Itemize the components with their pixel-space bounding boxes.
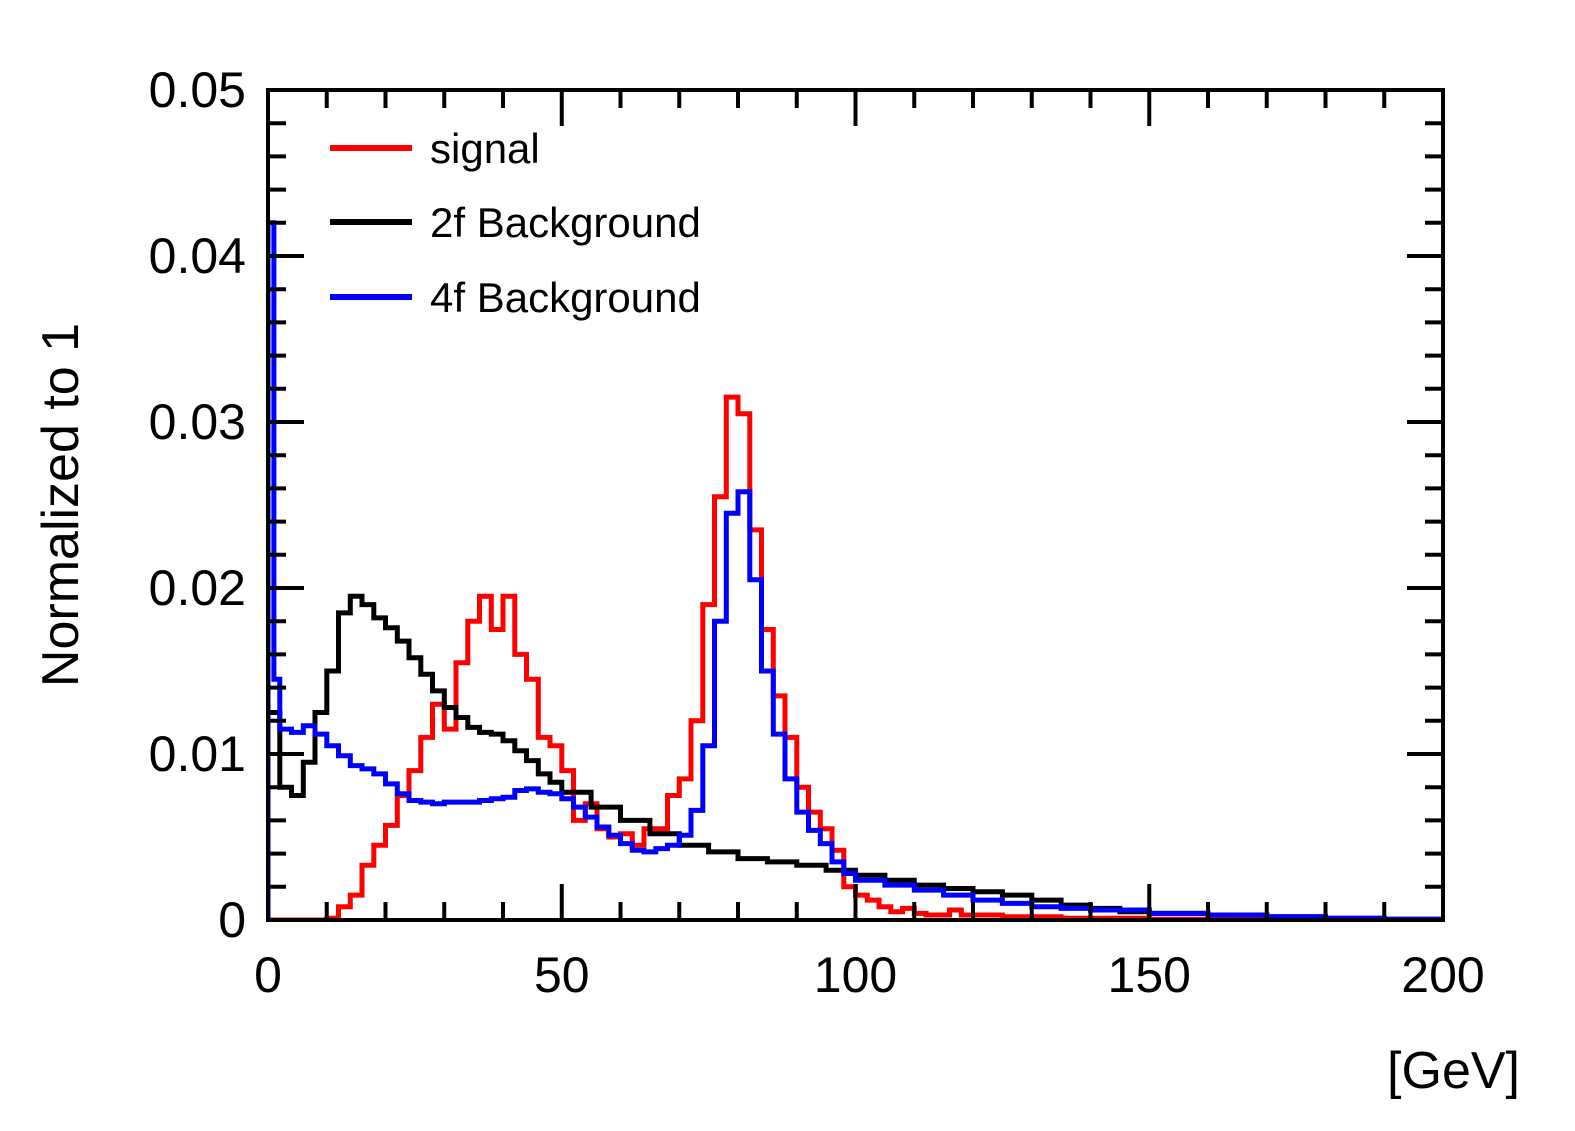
x-axis-title: [GeV]: [1387, 1042, 1520, 1100]
legend-label-2: 4f Background: [430, 274, 701, 321]
x-tick-label: 100: [814, 947, 897, 1003]
ticks-layer: [266, 88, 1445, 922]
x-tick-label: 150: [1108, 947, 1191, 1003]
y-tick-label: 0: [218, 892, 246, 948]
series-line-1: [268, 593, 1443, 920]
series-line-2: [268, 220, 1443, 920]
y-tick-label: 0.05: [149, 62, 246, 118]
y-tick-label: 0.02: [149, 560, 246, 616]
y-tick-label: 0.01: [149, 726, 246, 782]
x-tick-label: 50: [534, 947, 590, 1003]
legend-label-0: signal: [430, 125, 540, 172]
x-tick-label: 200: [1401, 947, 1484, 1003]
series-layer: [268, 220, 1443, 920]
series-line-0: [268, 394, 1443, 920]
y-tick-label: 0.03: [149, 394, 246, 450]
x-tick-label: 0: [254, 947, 282, 1003]
labels-layer: 0 50 100 150 200 0 0.01 0.02 0.03 0.04 0.05: [149, 62, 1485, 1003]
y-tick-label: 0.04: [149, 228, 246, 284]
legend-label-1: 2f Background: [430, 199, 701, 246]
legend: signal 2f Background 4f Background: [330, 125, 701, 321]
y-axis-title: Normalized to 1: [32, 323, 90, 687]
